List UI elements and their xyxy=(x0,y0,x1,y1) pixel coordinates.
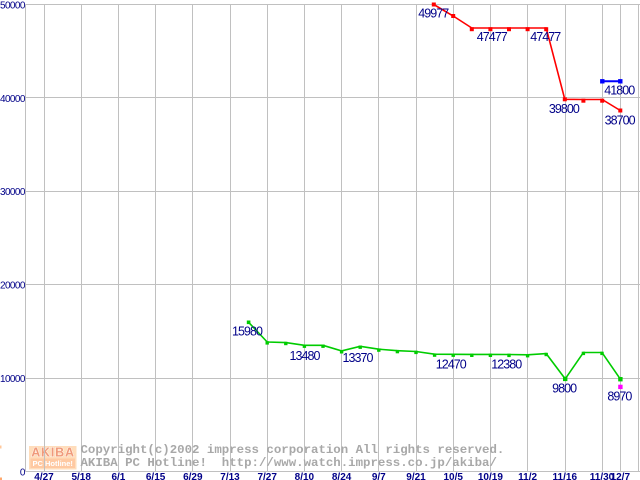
svg-text:8/24: 8/24 xyxy=(332,472,352,480)
svg-text:PC Hotline!: PC Hotline! xyxy=(32,459,72,468)
svg-text:49977: 49977 xyxy=(418,7,449,21)
svg-text:30000: 30000 xyxy=(0,187,26,198)
svg-text:47477: 47477 xyxy=(477,30,508,44)
svg-text:47477: 47477 xyxy=(530,30,561,44)
svg-text:0: 0 xyxy=(20,467,26,478)
svg-text:13480: 13480 xyxy=(289,349,320,363)
svg-text:12470: 12470 xyxy=(436,358,467,372)
svg-text:12/7: 12/7 xyxy=(611,472,631,480)
svg-text:38700: 38700 xyxy=(605,113,636,127)
svg-text:6/1: 6/1 xyxy=(111,472,125,480)
svg-text:13370: 13370 xyxy=(342,351,373,365)
svg-text:20000: 20000 xyxy=(0,281,26,292)
svg-text:10000: 10000 xyxy=(0,374,26,385)
svg-text:8970: 8970 xyxy=(607,389,632,403)
svg-text:39800: 39800 xyxy=(549,102,580,116)
svg-text:8/10: 8/10 xyxy=(295,472,315,480)
svg-text:4/27: 4/27 xyxy=(34,472,54,480)
svg-text:Copyright(c)2002 impress corpo: Copyright(c)2002 impress corporation All… xyxy=(81,443,505,457)
svg-text:9/21: 9/21 xyxy=(406,472,426,480)
svg-text:11/30: 11/30 xyxy=(590,472,615,480)
svg-text:6/15: 6/15 xyxy=(146,472,166,480)
svg-text:41800: 41800 xyxy=(604,83,635,97)
svg-text:6/29: 6/29 xyxy=(183,472,203,480)
svg-text:10/19: 10/19 xyxy=(478,472,503,480)
svg-text:7/13: 7/13 xyxy=(220,472,240,480)
svg-text:11/2: 11/2 xyxy=(518,472,537,480)
svg-text:10/5: 10/5 xyxy=(443,472,463,480)
svg-text:12380: 12380 xyxy=(491,358,522,372)
svg-text:50000: 50000 xyxy=(0,0,26,11)
svg-text:7/27: 7/27 xyxy=(257,472,277,480)
svg-text:9800: 9800 xyxy=(552,381,577,395)
svg-text:9/7: 9/7 xyxy=(372,472,386,480)
svg-text:AKIBA PC Hotline! http://www.: AKIBA PC Hotline! http://www.watch.impre… xyxy=(81,456,497,470)
svg-text:15980: 15980 xyxy=(232,325,263,339)
svg-text:11/16: 11/16 xyxy=(553,472,578,480)
svg-text:40000: 40000 xyxy=(0,94,26,105)
svg-text:AKIBA: AKIBA xyxy=(31,445,75,459)
svg-text:5/18: 5/18 xyxy=(71,472,91,480)
